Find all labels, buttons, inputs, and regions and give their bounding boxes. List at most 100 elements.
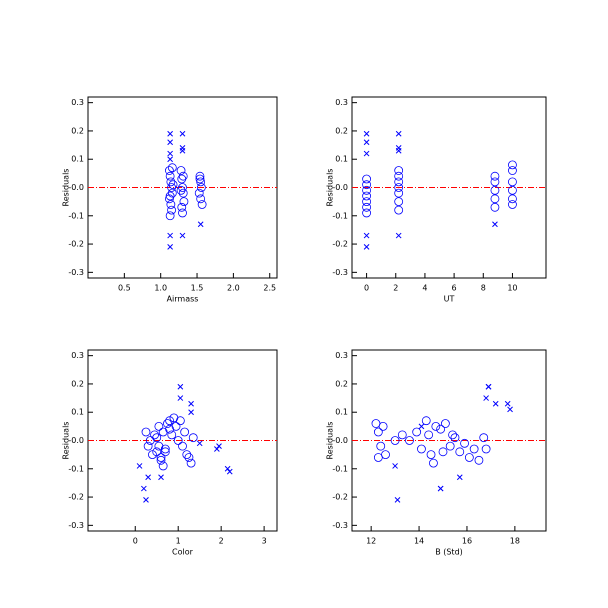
data-point-circle bbox=[195, 174, 205, 184]
y-tick-label: 0.1 bbox=[71, 155, 84, 164]
x-axis-label: UT bbox=[444, 295, 455, 304]
data-point-circle bbox=[186, 458, 196, 468]
x-tick-label: 6 bbox=[452, 284, 457, 293]
x-tick-label: 8 bbox=[481, 284, 486, 293]
data-point-circle bbox=[417, 444, 426, 454]
plot-frame bbox=[87, 96, 278, 279]
data-point-circle bbox=[508, 200, 517, 209]
y-axis-label: Residuals bbox=[62, 422, 71, 460]
y-tick-label: -0.3 bbox=[332, 521, 348, 530]
y-tick-label: -0.0 bbox=[332, 436, 348, 445]
y-tick-label: 0.1 bbox=[71, 408, 84, 417]
y-tick-label: 0.1 bbox=[335, 155, 348, 164]
data-point-circle bbox=[424, 430, 434, 440]
data-point-circle bbox=[166, 200, 176, 209]
data-point-circle bbox=[490, 177, 500, 187]
data-point-x bbox=[394, 497, 401, 503]
y-tick-label: -0.0 bbox=[68, 183, 84, 192]
y-tick-label: -0.1 bbox=[332, 464, 348, 473]
data-point-circle bbox=[362, 202, 371, 212]
data-point-circle bbox=[405, 436, 414, 445]
data-point-x bbox=[363, 244, 370, 250]
data-point-x bbox=[188, 409, 194, 416]
data-point-circle bbox=[362, 208, 371, 218]
y-tick-label: 0.2 bbox=[71, 126, 84, 135]
data-point-circle bbox=[448, 430, 457, 440]
data-point-circle bbox=[394, 188, 404, 198]
y-tick-label: 0.3 bbox=[335, 351, 348, 360]
y-tick-label: -0.0 bbox=[332, 183, 348, 192]
data-point-circle bbox=[180, 427, 190, 437]
y-tick-label: -0.3 bbox=[332, 268, 348, 277]
data-point-x bbox=[363, 130, 370, 137]
data-point-circle bbox=[441, 419, 450, 428]
data-point-x bbox=[167, 150, 173, 157]
data-point-circle bbox=[165, 424, 175, 434]
data-point-x bbox=[143, 497, 149, 503]
data-point-circle bbox=[438, 447, 448, 457]
data-point-circle bbox=[178, 188, 188, 198]
data-point-circle bbox=[373, 453, 383, 462]
data-point-circle bbox=[362, 197, 371, 207]
data-point-x bbox=[507, 406, 513, 413]
data-point-circle bbox=[178, 208, 187, 218]
data-point-circle bbox=[197, 200, 207, 209]
data-point-circle bbox=[148, 450, 157, 460]
data-point-circle bbox=[167, 163, 177, 173]
data-point-circle bbox=[455, 447, 465, 457]
data-point-circle bbox=[490, 171, 500, 181]
data-point-circle bbox=[196, 183, 206, 192]
data-point-x bbox=[418, 423, 425, 430]
data-point-x bbox=[363, 139, 370, 146]
x-tick-label: 1.0 bbox=[154, 284, 167, 293]
y-axis-label: Residuals bbox=[326, 422, 335, 460]
data-point-x bbox=[167, 244, 173, 250]
data-point-circle bbox=[508, 185, 517, 195]
y-tick-label: -0.2 bbox=[68, 240, 84, 249]
data-point-circle bbox=[394, 166, 404, 175]
data-point-x bbox=[492, 221, 498, 228]
data-point-circle bbox=[508, 166, 517, 175]
data-point-x bbox=[188, 400, 194, 407]
data-point-x bbox=[167, 139, 173, 146]
data-point-x bbox=[492, 400, 499, 407]
data-point-circle bbox=[390, 436, 400, 445]
data-point-circle bbox=[362, 174, 371, 184]
x-tick-label: 1 bbox=[176, 537, 181, 546]
data-point-circle bbox=[179, 197, 189, 207]
x-tick-label: 3 bbox=[262, 537, 267, 546]
data-point-x bbox=[196, 440, 203, 447]
data-point-circle bbox=[156, 453, 166, 462]
data-point-circle bbox=[194, 188, 204, 198]
data-point-circle bbox=[362, 191, 371, 201]
data-point-circle bbox=[196, 177, 206, 187]
data-point-circle bbox=[490, 194, 500, 204]
y-tick-label: 0.1 bbox=[335, 408, 348, 417]
data-point-circle bbox=[176, 166, 186, 175]
data-point-circle bbox=[196, 194, 206, 204]
data-point-circle bbox=[168, 180, 178, 190]
data-point-circle bbox=[160, 444, 170, 454]
data-point-circle bbox=[378, 421, 388, 431]
x-tick-label: 2.0 bbox=[227, 284, 240, 293]
data-point-circle bbox=[362, 185, 371, 195]
y-tick-label: -0.2 bbox=[68, 493, 84, 502]
data-point-circle bbox=[445, 441, 455, 451]
data-point-x bbox=[395, 232, 402, 239]
data-point-circle bbox=[141, 427, 151, 437]
data-point-x bbox=[177, 395, 184, 401]
data-point-circle bbox=[394, 183, 404, 192]
y-tick-label: 0.2 bbox=[335, 126, 348, 135]
data-point-x bbox=[216, 443, 222, 450]
data-point-circle bbox=[394, 205, 404, 215]
x-axis-label: Color bbox=[172, 548, 194, 557]
data-point-circle bbox=[176, 185, 186, 195]
data-point-circle bbox=[184, 453, 194, 462]
data-point-circle bbox=[166, 177, 176, 187]
y-tick-label: 0.2 bbox=[71, 379, 84, 388]
data-point-x bbox=[136, 463, 143, 469]
data-point-circle bbox=[145, 436, 155, 445]
data-point-x bbox=[197, 221, 204, 228]
data-point-x bbox=[226, 468, 233, 475]
